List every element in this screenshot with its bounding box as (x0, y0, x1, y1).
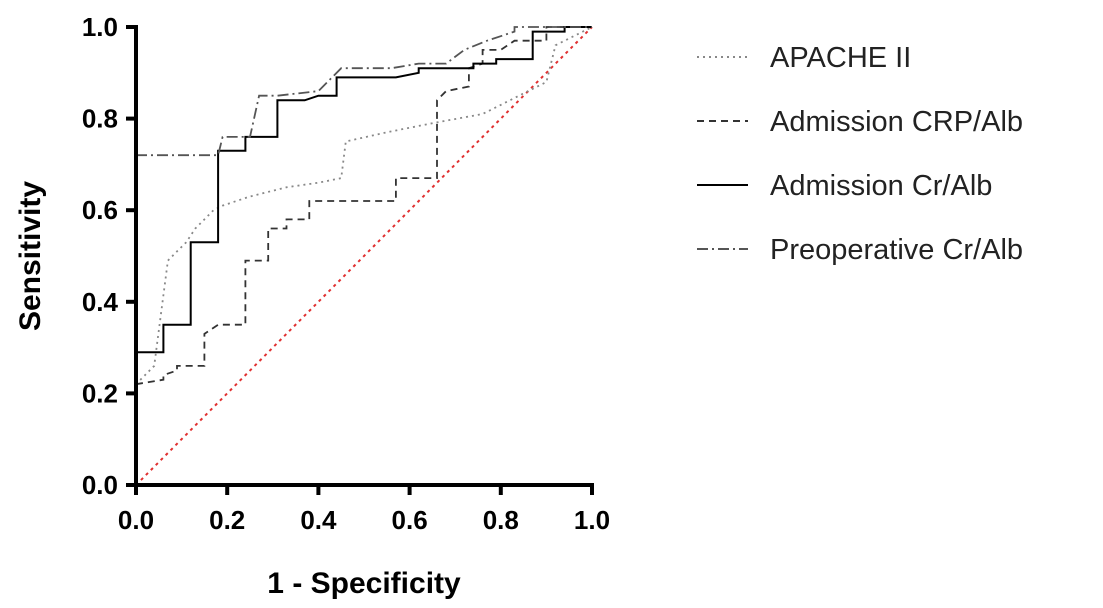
legend-entry: Admission Cr/Alb (697, 170, 992, 202)
y-tick-label: 0.2 (82, 378, 118, 408)
reference-diagonal-line (135, 26, 593, 486)
legend-label: Preoperative Cr/Alb (770, 234, 1023, 266)
series-line-4 (136, 26, 592, 157)
x-tick-label: 0.2 (209, 505, 245, 535)
y-tick-label: 0.4 (82, 287, 119, 317)
series-line-1 (135, 26, 593, 385)
x-tick-label: 0.8 (483, 505, 519, 535)
legend-label: APACHE II (770, 42, 911, 74)
x-tick-label: 0.4 (300, 505, 337, 535)
plot-area (135, 26, 593, 486)
x-tick-label: 1.0 (574, 505, 610, 535)
y-axis-title: Sensitivity (14, 181, 47, 331)
legend-entry: Preoperative Cr/Alb (697, 234, 1023, 266)
x-tick-label: 0.6 (392, 505, 428, 535)
legend-entry: APACHE II (697, 42, 911, 74)
y-tick-label: 0.8 (82, 104, 118, 134)
series-line-3 (136, 26, 592, 354)
axes: 0.0 0.2 0.4 0.6 0.8 1.0 0.0 0.2 0.4 0.6 0.8 1.0 (82, 12, 610, 535)
x-axis-title: 1 - Specificity (267, 567, 461, 600)
y-tick-label: 1.0 (82, 12, 118, 42)
legend-label: Admission CRP/Alb (770, 106, 1023, 138)
legend: APACHE II Admission CRP/Alb Admission Cr/A… (697, 42, 1023, 266)
legend-entry: Admission CRP/Alb (697, 106, 1023, 138)
series-line-2 (135, 26, 592, 386)
y-tick-label: 0.0 (82, 470, 118, 500)
legend-label: Admission Cr/Alb (770, 170, 992, 202)
x-tick-label: 0.0 (118, 505, 154, 535)
y-tick-label: 0.6 (82, 195, 118, 225)
